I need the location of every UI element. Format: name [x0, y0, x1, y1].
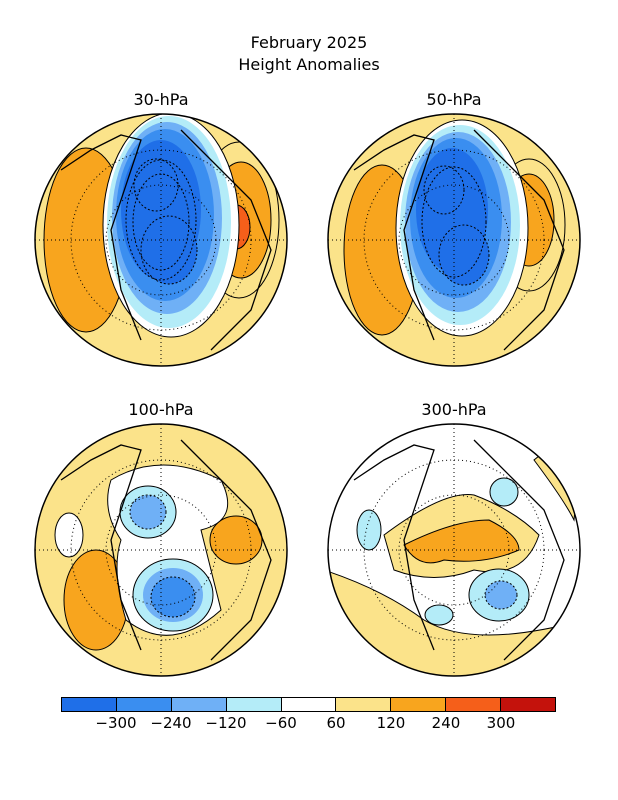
- colorbar-swatch: [391, 698, 447, 711]
- colorbar-tick-label: 60: [326, 714, 346, 732]
- colorbar-swatch: [446, 698, 502, 711]
- colorbar-swatch: [171, 698, 227, 711]
- colorbar-swatch: [501, 698, 556, 711]
- colorbar-swatch: [62, 698, 117, 711]
- polar-map-30hpa: [34, 113, 288, 367]
- colorbar-tick-label: 240: [431, 714, 461, 732]
- polar-map-50hpa: [327, 113, 581, 367]
- polar-map-100hpa: [34, 423, 288, 677]
- panel-label: 50-hPa: [426, 90, 482, 109]
- colorbar-swatch: [336, 698, 392, 711]
- colorbar-swatch: [226, 698, 282, 711]
- colorbar-tick-label: −300: [95, 714, 137, 732]
- colorbar-tick-label: −240: [150, 714, 192, 732]
- polar-map-300hpa: [327, 423, 581, 677]
- panel-label: 300-hPa: [421, 400, 487, 419]
- chart-subtitle: Height Anomalies: [238, 55, 380, 74]
- chart-title: February 2025: [250, 33, 368, 52]
- colorbar: [61, 697, 556, 712]
- colorbar-tick-label: −60: [265, 714, 297, 732]
- panel-label: 30-hPa: [133, 90, 189, 109]
- colorbar-swatch: [116, 698, 172, 711]
- colorbar-labels: −300 −240 −120 −60 60 120 240 300: [61, 714, 556, 734]
- panel-label: 100-hPa: [128, 400, 194, 419]
- colorbar-tick-label: 120: [376, 714, 406, 732]
- colorbar-tick-label: −120: [205, 714, 247, 732]
- colorbar-tick-label: 300: [486, 714, 516, 732]
- colorbar-swatch: [281, 698, 337, 711]
